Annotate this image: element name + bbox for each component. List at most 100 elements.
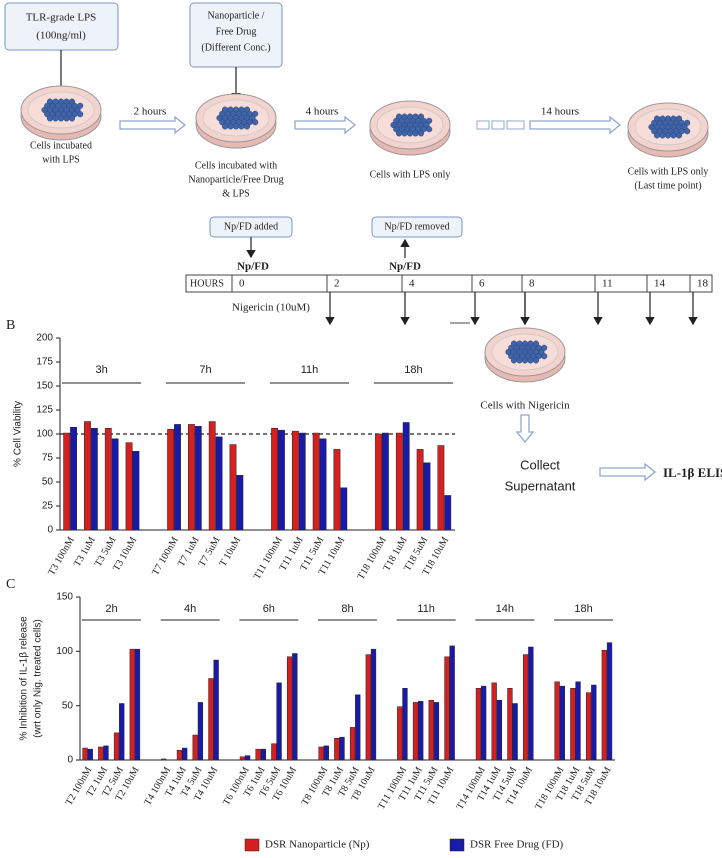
- cell: [426, 126, 433, 133]
- bar: [63, 432, 71, 531]
- dish-label: Cells incubated: [30, 140, 92, 151]
- process-arrow: [119, 115, 187, 135]
- bar: [381, 432, 389, 531]
- bar: [298, 432, 306, 531]
- group-label: 18h: [574, 603, 592, 615]
- cell: [243, 123, 251, 130]
- bar: [423, 462, 431, 531]
- bar: [575, 681, 581, 761]
- bar: [119, 703, 125, 761]
- bar: [188, 424, 195, 531]
- timeline-hour: 0: [239, 278, 245, 290]
- bar: [481, 685, 487, 761]
- bar: [84, 421, 91, 531]
- bar: [370, 648, 377, 761]
- y-tick-label: 200: [36, 333, 53, 344]
- cell: [238, 123, 245, 130]
- bar: [82, 747, 88, 761]
- cell: [401, 130, 408, 137]
- bar: [291, 430, 299, 531]
- cell: [252, 119, 259, 126]
- cell: [532, 357, 540, 364]
- bar: [591, 684, 597, 761]
- y-axis-label: % Cell Viability: [13, 401, 24, 467]
- bar: [559, 685, 565, 761]
- process-arrow: [294, 115, 357, 135]
- bar: [365, 654, 371, 761]
- step-label: 14 hours: [541, 106, 579, 118]
- input-text: Nanoparticle /: [208, 10, 265, 21]
- bar: [444, 495, 452, 531]
- bar: [449, 645, 455, 761]
- timeline-hour: 4: [409, 278, 415, 290]
- group-label: 14h: [496, 603, 514, 615]
- bar: [349, 727, 356, 761]
- process-arrow: [529, 115, 622, 135]
- bar: [397, 706, 403, 761]
- y-tick-label: 150: [56, 592, 73, 603]
- bar: [395, 432, 403, 531]
- bar: [125, 442, 133, 531]
- bar: [176, 749, 183, 761]
- gap-mark: [476, 120, 490, 130]
- bar: [323, 745, 329, 761]
- bar: [104, 427, 112, 531]
- timeline-hour: 8: [529, 278, 535, 290]
- bar: [239, 756, 246, 761]
- petri-dish: [369, 100, 451, 156]
- y-tick-label: 125: [36, 405, 53, 416]
- process-arrow: [599, 462, 657, 482]
- bar: [355, 694, 361, 761]
- group-label: 18h: [404, 364, 422, 376]
- bar: [276, 682, 282, 761]
- bar: [70, 427, 77, 531]
- cell: [406, 130, 414, 137]
- group-label: 4h: [184, 603, 196, 615]
- cell: [52, 115, 59, 122]
- bar: [416, 449, 424, 531]
- cell: [516, 357, 523, 364]
- bar: [585, 692, 592, 761]
- group-label: 2h: [105, 603, 117, 615]
- bar: [507, 688, 513, 761]
- bar: [244, 755, 251, 761]
- cell: [412, 130, 419, 137]
- dish-label: Cells with LPS only: [370, 169, 451, 180]
- bar: [208, 421, 216, 531]
- cell: [221, 123, 229, 130]
- y-axis-label: % Inhibition of IL-1β release: [19, 616, 30, 741]
- cell: [227, 123, 234, 130]
- event-mark: Np/FD: [389, 261, 421, 273]
- timeline-hour: 6: [479, 278, 485, 290]
- bar: [412, 702, 419, 761]
- dish-label: Cells incubated with: [195, 160, 277, 171]
- y-tick-label: 100: [56, 646, 73, 657]
- input-text: TLR-grade LPS: [26, 12, 97, 24]
- bar: [339, 736, 345, 761]
- cell: [675, 132, 683, 139]
- bar: [208, 678, 214, 761]
- x-tick-label: T18 100nM: [356, 535, 389, 582]
- bar: [375, 433, 382, 531]
- bar: [402, 422, 410, 531]
- cell: [653, 132, 661, 139]
- timeline-hour: 18: [697, 278, 709, 290]
- bar: [194, 426, 202, 531]
- bar: [103, 745, 109, 761]
- timeline-hour: 14: [654, 278, 666, 290]
- cell: [664, 132, 672, 139]
- bar: [132, 451, 140, 531]
- cell: [395, 130, 403, 137]
- bar: [437, 445, 445, 531]
- dish-label: & LPS: [222, 188, 250, 199]
- cell: [77, 111, 84, 118]
- event-label: Np/FD removed: [384, 221, 449, 232]
- y-tick-label: 150: [36, 381, 53, 392]
- group-label: 3h: [95, 364, 107, 376]
- bar: [528, 646, 534, 761]
- legend-label: DSR Nanoparticle (Np): [265, 839, 370, 851]
- group-label: 8h: [341, 603, 353, 615]
- petri-dish: [484, 327, 566, 383]
- bar: [271, 427, 278, 531]
- treatment-label: Nigericin (10uM): [232, 302, 310, 314]
